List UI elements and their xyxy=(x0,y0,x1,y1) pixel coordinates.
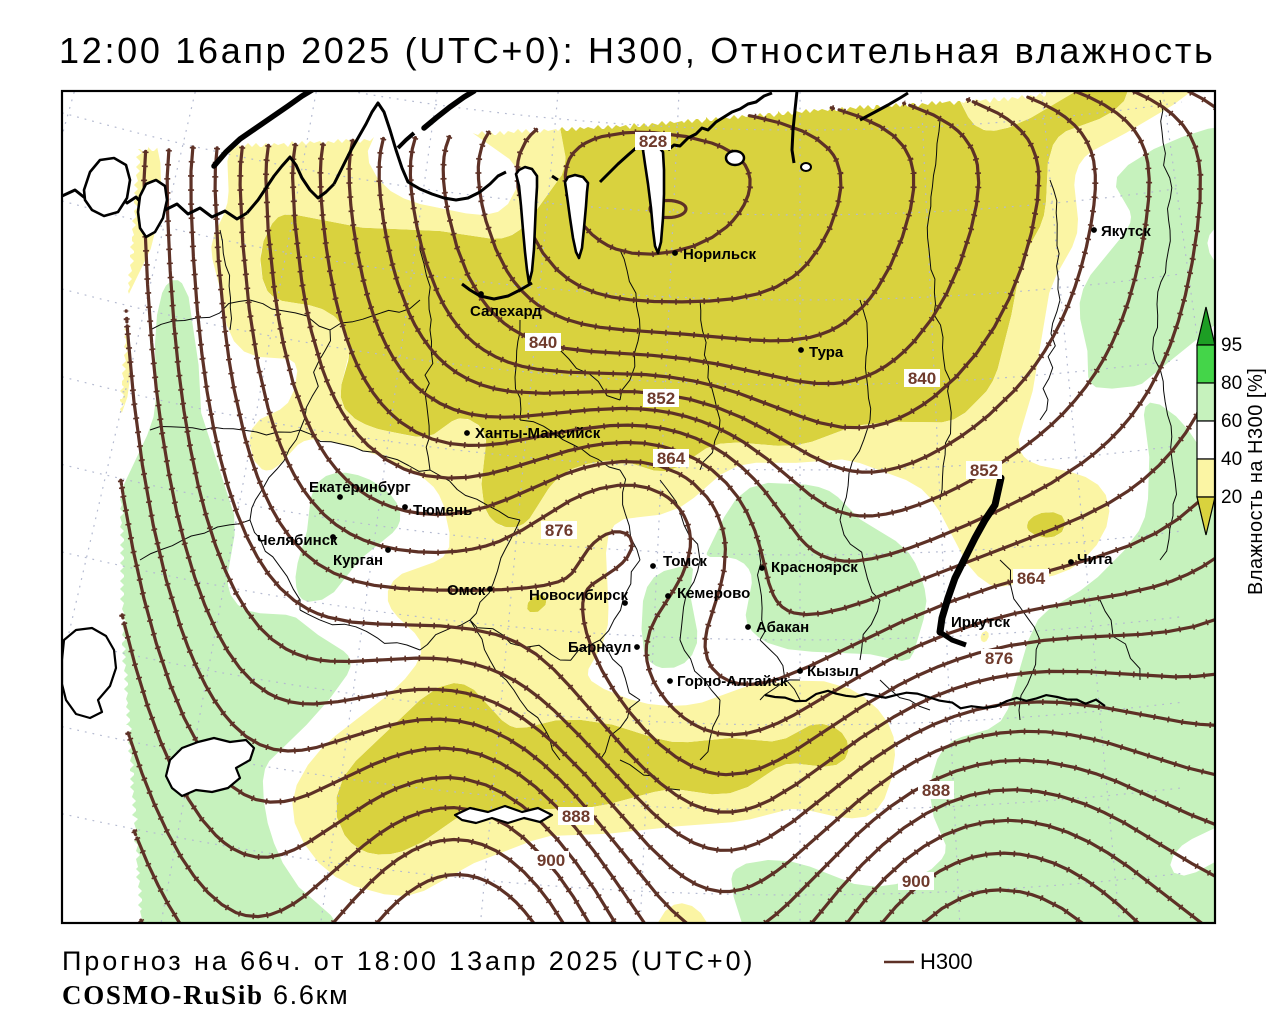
svg-text:Тюмень: Тюмень xyxy=(413,502,472,519)
svg-text:876: 876 xyxy=(985,649,1013,668)
svg-text:Красноярск: Красноярск xyxy=(771,559,858,576)
svg-text:Барнаул: Барнаул xyxy=(568,639,631,656)
svg-text:852: 852 xyxy=(970,461,998,480)
svg-text:852: 852 xyxy=(647,389,675,408)
svg-text:40: 40 xyxy=(1221,449,1242,470)
svg-text:Норильск: Норильск xyxy=(683,246,756,263)
svg-text:888: 888 xyxy=(562,807,590,826)
svg-text:Кемерово: Кемерово xyxy=(677,585,750,602)
svg-text:Екатеринбург: Екатеринбург xyxy=(309,479,411,496)
svg-text:60: 60 xyxy=(1221,411,1242,432)
svg-text:Иркутск: Иркутск xyxy=(951,614,1010,631)
svg-text:Влажность на H300 [%]: Влажность на H300 [%] xyxy=(1245,368,1267,595)
svg-text:95: 95 xyxy=(1221,335,1242,356)
svg-text:Якутск: Якутск xyxy=(1101,223,1151,240)
svg-text:Томск: Томск xyxy=(663,553,707,570)
svg-text:12:00 16апр 2025 (UTC+0): H300: 12:00 16апр 2025 (UTC+0): H300, Относите… xyxy=(59,30,1215,71)
svg-text:840: 840 xyxy=(908,369,936,388)
svg-text:Кызыл: Кызыл xyxy=(807,663,859,680)
svg-text:Курган: Курган xyxy=(333,552,383,569)
svg-text:Горно-Алтайск: Горно-Алтайск xyxy=(677,673,788,690)
svg-text:H300: H300 xyxy=(920,949,973,974)
svg-text:900: 900 xyxy=(902,872,930,891)
svg-text:828: 828 xyxy=(639,132,667,151)
svg-text:Челябинск: Челябинск xyxy=(257,532,338,549)
svg-text:Новосибирск: Новосибирск xyxy=(529,587,629,604)
svg-text:864: 864 xyxy=(657,449,686,468)
svg-text:Тура: Тура xyxy=(809,344,844,361)
svg-text:Салехард: Салехард xyxy=(470,303,542,320)
svg-text:Ханты-Мансийск: Ханты-Мансийск xyxy=(475,425,601,442)
svg-text:864: 864 xyxy=(1017,569,1046,588)
svg-text:80: 80 xyxy=(1221,373,1242,394)
svg-text:Омск: Омск xyxy=(447,582,486,599)
svg-text:876: 876 xyxy=(545,521,573,540)
svg-text:20: 20 xyxy=(1221,487,1242,508)
svg-text:900: 900 xyxy=(537,851,565,870)
svg-text:840: 840 xyxy=(529,333,557,352)
svg-text:888: 888 xyxy=(922,781,950,800)
svg-text:Прогноз на 66ч. от 18:00 13апр: Прогноз на 66ч. от 18:00 13апр 2025 (UTC… xyxy=(62,946,755,976)
svg-text:COSMO-RuSib 6.6км: COSMO-RuSib 6.6км xyxy=(62,980,349,1010)
svg-text:Абакан: Абакан xyxy=(756,619,809,636)
svg-text:Чита: Чита xyxy=(1077,551,1113,568)
